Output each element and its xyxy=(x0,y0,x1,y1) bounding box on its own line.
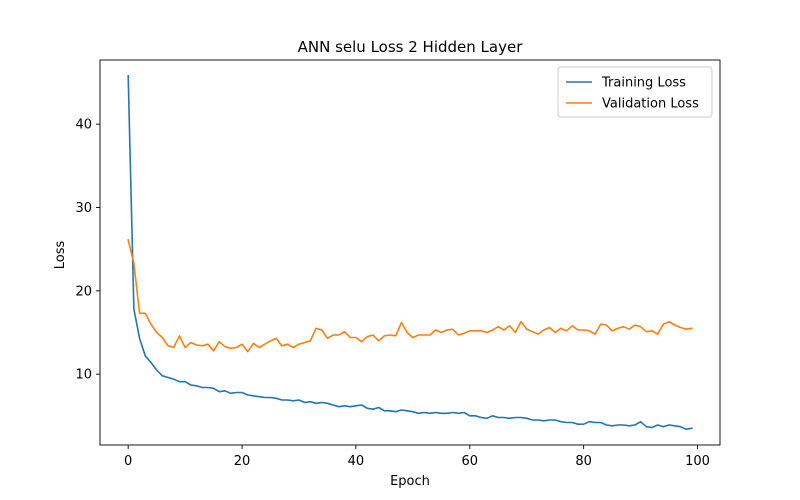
y-tick-label: 30 xyxy=(75,201,92,216)
series-line-training-loss xyxy=(127,75,693,430)
y-axis-label: Loss xyxy=(53,241,68,270)
y-tick-label: 20 xyxy=(75,284,92,299)
y-tick-label: 10 xyxy=(75,368,92,383)
legend: Training Loss Validation Loss xyxy=(557,66,713,118)
x-tick-label: 20 xyxy=(234,454,251,469)
x-tick-label: 80 xyxy=(575,454,592,469)
plot-area: 0 20 40 60 80 100 10 20 30 40 xyxy=(75,59,721,469)
series-line-validation-loss xyxy=(127,239,693,353)
legend-label: Validation Loss xyxy=(602,97,699,112)
chart-title: ANN selu Loss 2 Hidden Layer xyxy=(298,38,524,56)
legend-box xyxy=(557,66,713,118)
x-tick-label: 100 xyxy=(685,454,710,469)
x-axis-label: Epoch xyxy=(390,474,430,489)
y-tick-label: 40 xyxy=(75,118,92,133)
legend-label: Training Loss xyxy=(601,76,686,91)
axes-frame xyxy=(99,59,721,446)
x-tick-label: 40 xyxy=(348,454,365,469)
x-tick-label: 0 xyxy=(124,454,132,469)
x-tick-label: 60 xyxy=(462,454,479,469)
